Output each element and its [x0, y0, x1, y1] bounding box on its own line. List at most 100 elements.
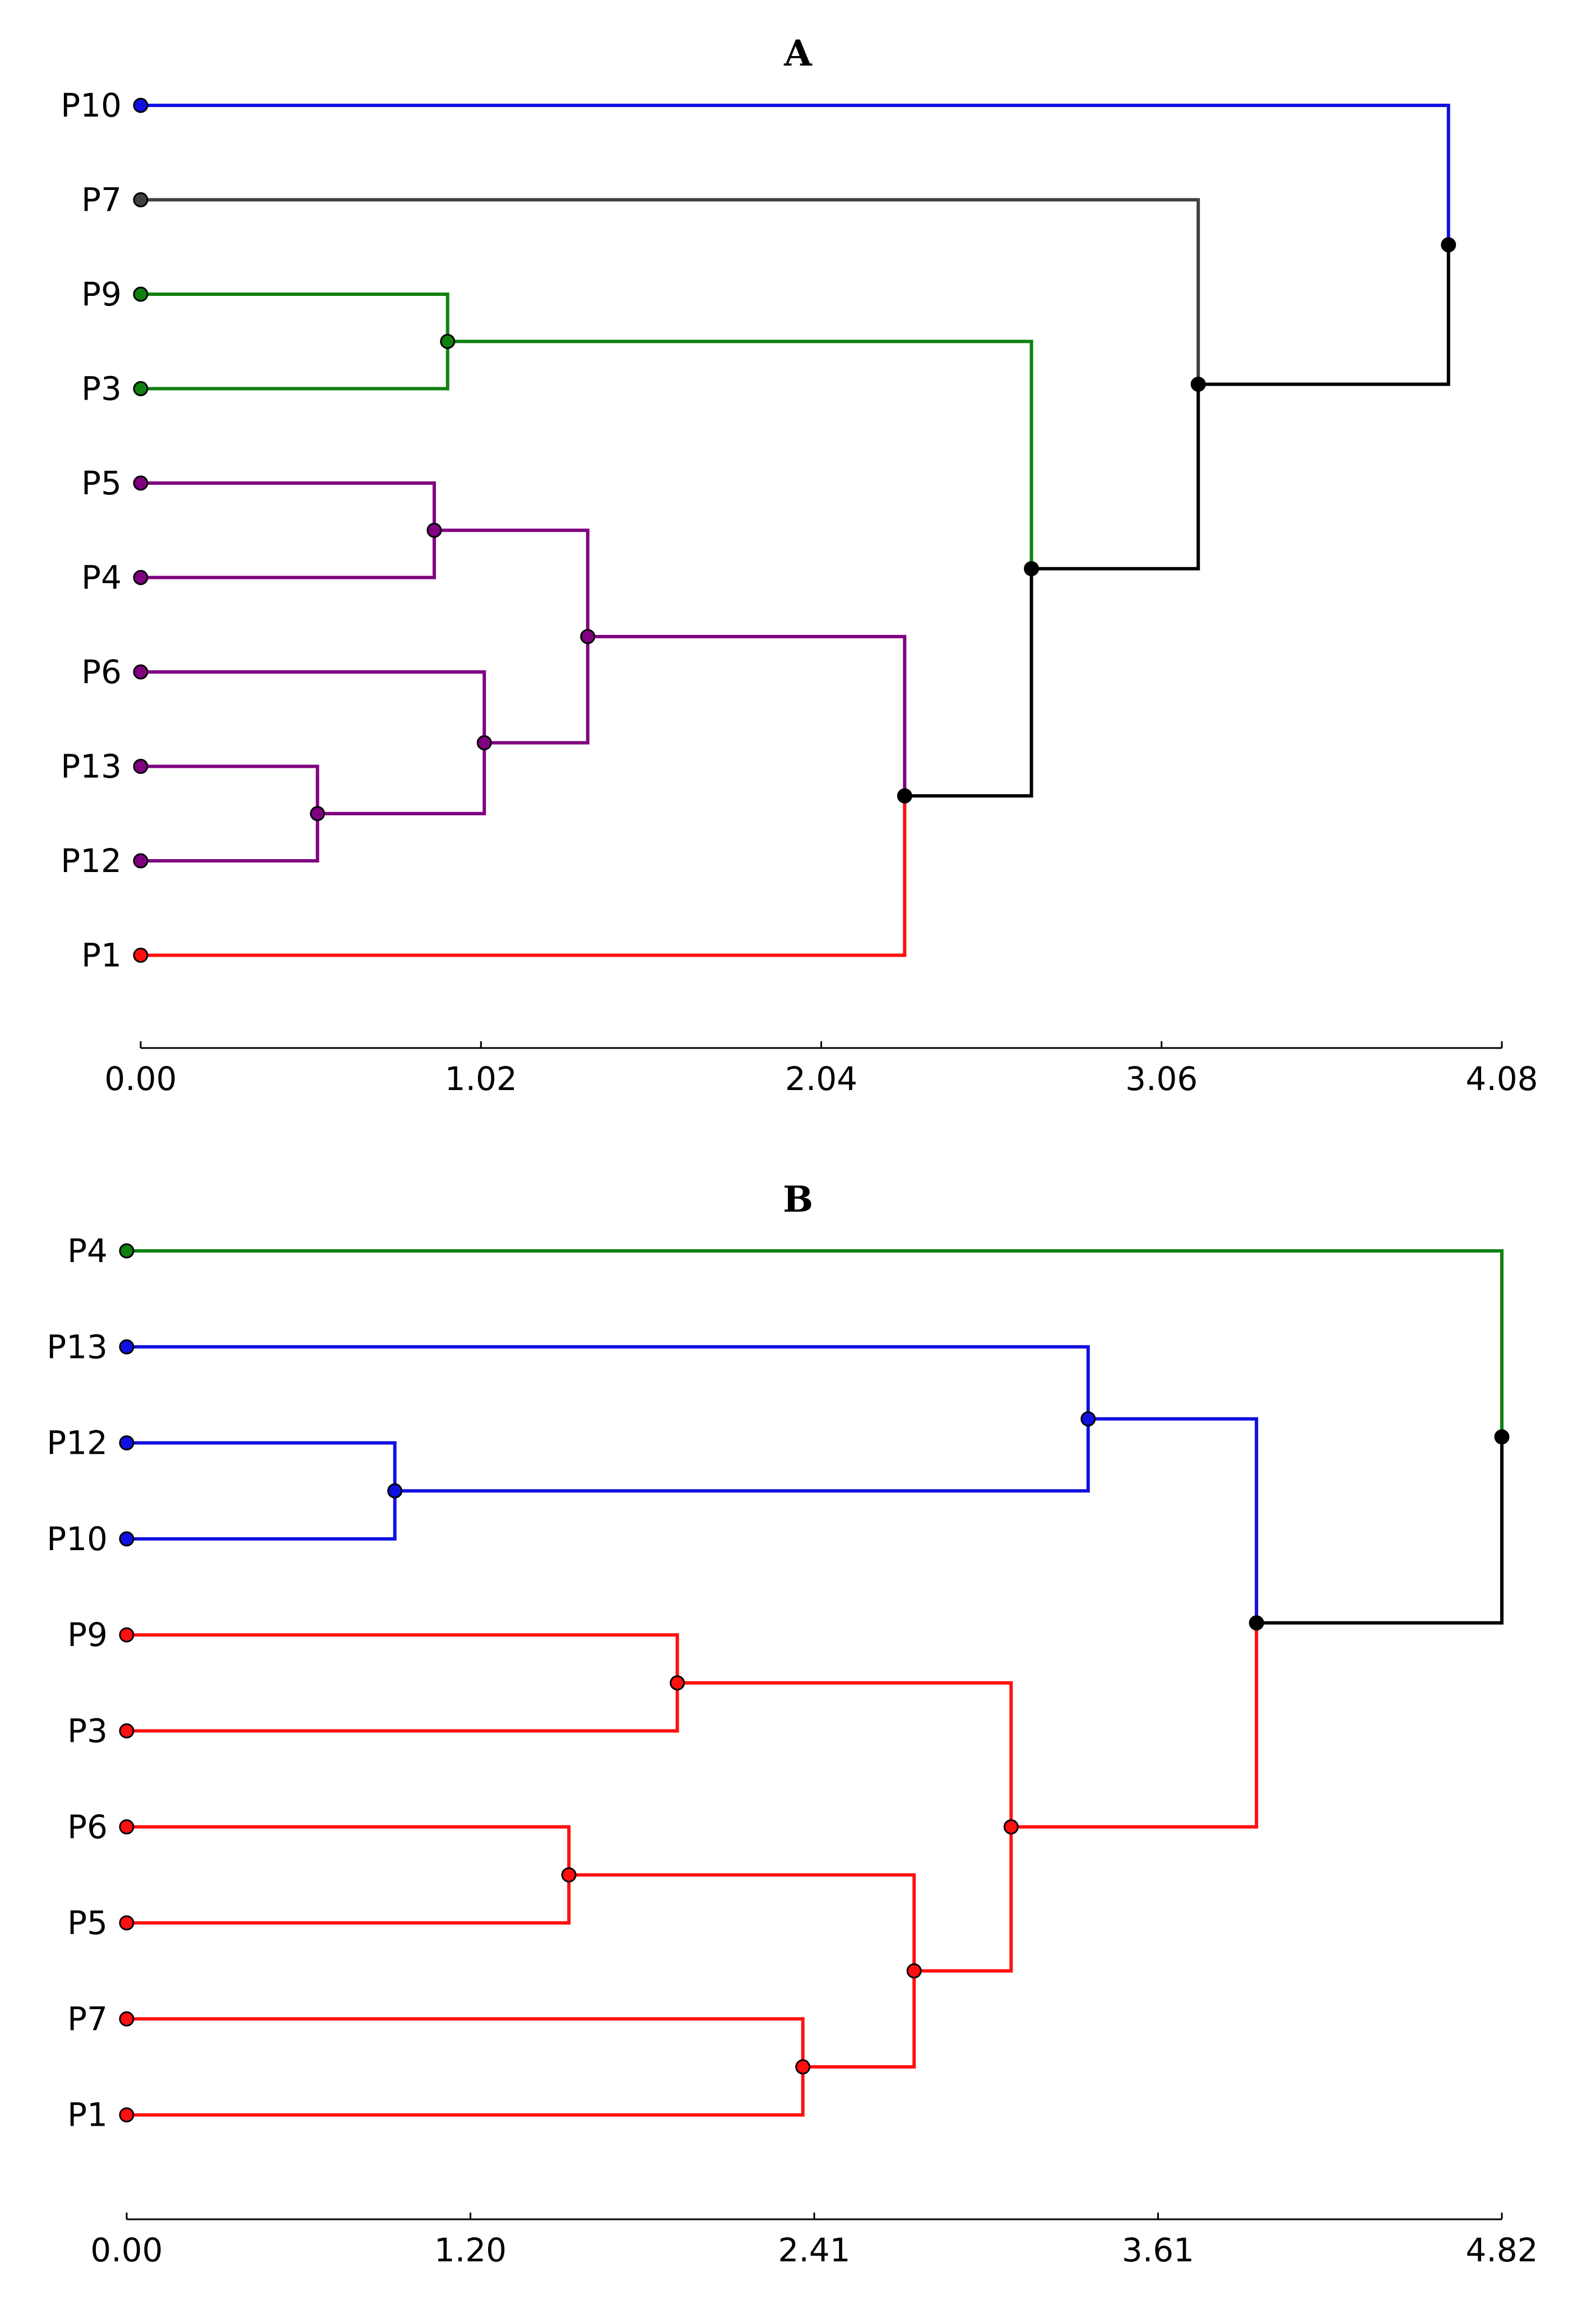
branch-a6-P1 [141, 796, 907, 957]
leaf-node-P1 [133, 948, 149, 963]
merge-node-b5 [795, 2059, 811, 2075]
branch-b4-P5 [127, 1875, 571, 1925]
branch-a8-a7 [1031, 384, 1200, 571]
branch-b9-b8 [1256, 1436, 1504, 1625]
merge-node-a6 [897, 788, 912, 804]
dendrogram-panel-b: B P4 P13 P12 P10 P9 P3 P6 P5 P7 P1 0.00 1.20 2.41 3.61… [47, 1179, 1538, 2269]
branch-a9-a8 [1198, 244, 1450, 386]
leaf-label-P10: P10 [61, 86, 122, 124]
branch-a8-P7 [141, 198, 1200, 384]
leaf-label-P3: P3 [81, 370, 122, 408]
branch-b8-b7 [1011, 1622, 1259, 1829]
x-tick-label: 4.08 [1465, 1060, 1538, 1098]
leaf-label-P12: P12 [47, 1424, 108, 1462]
leaf-node-P7 [133, 192, 149, 207]
leaf-node-P3 [119, 1723, 134, 1738]
x-tick-label: 1.20 [434, 2231, 507, 2269]
leaf-label-P3: P3 [67, 1712, 108, 1750]
leaf-label-P13: P13 [61, 748, 122, 786]
leaf-label-P10: P10 [47, 1520, 108, 1558]
branch-b8-b2 [1088, 1417, 1259, 1623]
branch-a2-P5 [141, 481, 436, 531]
branch-b4-P6 [127, 1825, 571, 1875]
branch-b7-b6 [914, 1826, 1013, 1973]
leaf-node-P13 [119, 1339, 134, 1355]
leaf-node-P10 [133, 98, 149, 113]
merge-node-a7 [1024, 561, 1040, 577]
x-tick-label: 0.00 [104, 1060, 177, 1098]
merge-node-a5 [580, 629, 596, 644]
leaf-label-P7: P7 [67, 2000, 108, 2038]
branch-b5-P1 [127, 2067, 805, 2117]
branches [141, 104, 1450, 957]
merge-node-b3 [670, 1675, 685, 1691]
branch-a1-P3 [141, 341, 449, 391]
leaf-node-P7 [119, 2011, 134, 2027]
branch-b1-P12 [127, 1441, 397, 1491]
merge-node-a9 [1441, 237, 1456, 253]
branch-a7-a6 [904, 568, 1033, 798]
leaf-label-P9: P9 [67, 1616, 108, 1654]
merge-node-a4 [476, 735, 492, 750]
leaf-label-P13: P13 [47, 1328, 108, 1366]
branch-a2-P4 [141, 530, 436, 579]
branch-b2-b1 [395, 1418, 1090, 1493]
leaf-label-P7: P7 [81, 181, 122, 219]
leaf-label-P1: P1 [81, 936, 122, 975]
nodes [133, 98, 1456, 963]
branch-b2-P13 [127, 1345, 1090, 1419]
x-axis: 0.00 1.20 2.41 3.61 4.82 [90, 2213, 1538, 2269]
leaf-node-P6 [119, 1819, 134, 1835]
merge-node-b9 [1494, 1429, 1510, 1445]
branch-b7-b3 [677, 1681, 1013, 1827]
branch-a5-a4 [484, 636, 590, 745]
branch-a6-a5 [587, 634, 907, 796]
branch-a3-P13 [141, 764, 319, 814]
x-tick-label: 2.04 [785, 1060, 857, 1098]
leaf-label-P4: P4 [67, 1232, 108, 1270]
branch-a7-a1 [447, 340, 1033, 569]
merge-node-b4 [561, 1867, 577, 1882]
branch-b6-b4 [569, 1873, 916, 1971]
leaf-node-P12 [133, 853, 149, 869]
leaf-node-P13 [133, 759, 149, 774]
leaf-node-P1 [119, 2107, 134, 2123]
merge-node-a1 [440, 333, 456, 349]
leaf-node-P4 [119, 1243, 134, 1259]
leaf-node-P6 [133, 664, 149, 680]
leaf-label-P1: P1 [67, 2096, 108, 2134]
x-tick-label: 4.82 [1465, 2231, 1538, 2269]
x-tick-label: 0.00 [90, 2231, 163, 2269]
branch-a5-a2 [434, 528, 590, 637]
x-tick-label: 3.61 [1122, 2231, 1194, 2269]
leaf-node-P9 [119, 1627, 134, 1643]
leaf-node-P5 [119, 1915, 134, 1931]
leaf-label-P9: P9 [81, 275, 122, 313]
branches [127, 1249, 1504, 2117]
merge-node-a3 [310, 806, 326, 822]
merge-node-b1 [387, 1483, 403, 1499]
branch-b5-P7 [127, 2017, 805, 2067]
merge-node-b6 [906, 1963, 922, 1979]
merge-node-b7 [1003, 1819, 1019, 1835]
merge-node-a2 [426, 522, 442, 538]
branch-b9-P4 [127, 1249, 1504, 1437]
branch-a4-P6 [141, 670, 486, 743]
leaf-label-P5: P5 [81, 464, 122, 502]
merge-node-b8 [1249, 1615, 1264, 1631]
leaf-label-P5: P5 [67, 1904, 108, 1942]
x-tick-label: 1.02 [445, 1060, 517, 1098]
leaf-node-P3 [133, 381, 149, 396]
merge-node-a8 [1190, 377, 1206, 392]
nodes [119, 1243, 1510, 2123]
branch-b1-P10 [127, 1491, 397, 1541]
leaf-node-P4 [133, 570, 149, 585]
leaf-node-P10 [119, 1531, 134, 1547]
leaf-label-P6: P6 [67, 1808, 108, 1846]
branch-a1-P9 [141, 293, 449, 342]
branch-a3-P12 [141, 813, 319, 863]
panel-title: A [783, 33, 813, 75]
leaf-node-P12 [119, 1435, 134, 1451]
x-tick-label: 3.06 [1125, 1060, 1198, 1098]
